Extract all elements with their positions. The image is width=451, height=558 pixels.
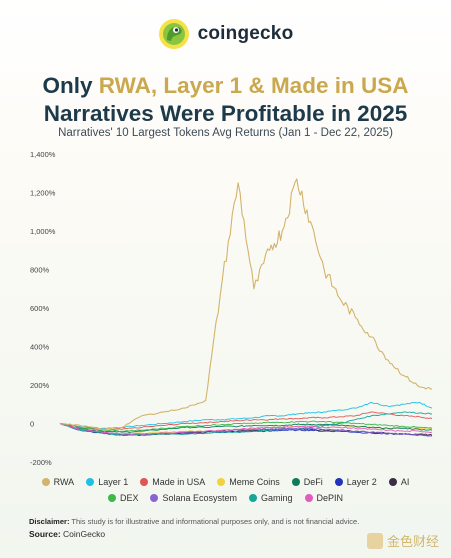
- y-tick-label: 1,200%: [30, 189, 56, 198]
- legend-label: AI: [400, 477, 410, 487]
- y-tick-label: -200%: [30, 458, 52, 467]
- y-tick-label: 1,000%: [30, 227, 56, 236]
- legend-row-1: RWA Layer 1 Made in USA Meme Coins DeFi Layer…: [0, 477, 451, 487]
- legend-swatch: [140, 478, 149, 486]
- legend-label: Solana Ecosystem: [162, 493, 238, 503]
- series-line-made-in-usa: [59, 411, 433, 430]
- legend-label: Gaming: [261, 493, 293, 503]
- legend-row-2: DEX Solana Ecosystem Gaming DePIN: [0, 493, 451, 503]
- line-chart: -200% 0 200% 400% 600% 800% 1,000% 1,200% 1,400%: [30, 150, 433, 467]
- disclaimer-label: Disclaimer:: [29, 517, 70, 526]
- chart-title-line2: Narratives Were Profitable in 2025: [43, 101, 408, 126]
- jinse-logo-icon: [366, 532, 383, 549]
- legend-item[interactable]: AI: [388, 477, 410, 487]
- chart-subtitle: Narratives' 10 Largest Tokens Avg Return…: [58, 127, 393, 139]
- gecko-logo-icon: [158, 19, 189, 49]
- legend-swatch: [217, 478, 226, 486]
- legend-item[interactable]: Made in USA: [140, 477, 205, 487]
- chart-title-line1: Only RWA, Layer 1 & Made in USA: [0, 72, 451, 99]
- source-text: CoinGecko: [60, 529, 106, 539]
- legend-item[interactable]: Layer 2: [334, 477, 377, 487]
- legend-swatch: [150, 494, 159, 502]
- series-line-solana-ecosystem: [59, 423, 433, 437]
- series-line-defi: [59, 423, 433, 433]
- brand-name: coingecko: [197, 23, 294, 44]
- legend-item[interactable]: Layer 1: [86, 477, 128, 487]
- series-line-dex: [59, 420, 433, 432]
- legend-label: Made in USA: [152, 477, 206, 487]
- legend-swatch: [86, 478, 95, 486]
- title-highlight: RWA, Layer 1 & Made in USA: [98, 73, 409, 98]
- legend-label: DEX: [119, 493, 139, 503]
- disclaimer-text: This study is for illustrative and infor…: [69, 517, 360, 526]
- legend-item[interactable]: RWA: [41, 477, 75, 487]
- legend-swatch: [249, 494, 258, 502]
- series-line-gaming: [59, 411, 433, 436]
- legend-swatch: [304, 494, 313, 502]
- legend-item[interactable]: Meme Coins: [217, 477, 280, 487]
- source: Source: CoinGecko: [29, 529, 105, 539]
- legend-label: Meme Coins: [229, 477, 280, 487]
- watermark-text: 金色财经: [386, 534, 439, 549]
- legend-item[interactable]: DeFi: [291, 477, 323, 487]
- legend-label: DePIN: [316, 493, 344, 503]
- series-line-rwa: [59, 178, 432, 431]
- legend-swatch: [334, 478, 343, 486]
- legend-label: DeFi: [303, 477, 323, 487]
- legend-swatch: [41, 478, 50, 486]
- y-tick-label: 0: [30, 420, 34, 429]
- disclaimer: Disclaimer: This study is for illustrati…: [29, 517, 359, 526]
- series-line-depin: [59, 423, 433, 435]
- legend-label: RWA: [53, 477, 75, 487]
- series-line-layer-1: [59, 401, 433, 430]
- y-tick-label: 800%: [30, 266, 50, 275]
- legend-item[interactable]: DEX: [107, 493, 139, 503]
- legend-label: Layer 2: [346, 477, 377, 487]
- legend-swatch: [388, 478, 397, 486]
- legend-item[interactable]: Solana Ecosystem: [150, 493, 237, 503]
- y-tick-label: 1,400%: [30, 150, 56, 159]
- legend-label: Layer 1: [98, 477, 129, 487]
- legend-item[interactable]: Gaming: [249, 493, 293, 503]
- source-label: Source:: [29, 529, 61, 539]
- y-tick-label: 400%: [30, 343, 50, 352]
- y-tick-label: 200%: [30, 381, 50, 390]
- title-plain: Only: [42, 73, 99, 98]
- legend-item[interactable]: DePIN: [304, 493, 344, 503]
- legend-swatch: [291, 478, 300, 486]
- y-tick-label: 600%: [30, 304, 50, 313]
- brand-logo[interactable]: coingecko: [0, 14, 451, 54]
- legend-swatch: [107, 494, 116, 502]
- watermark: 金色财经: [366, 531, 439, 550]
